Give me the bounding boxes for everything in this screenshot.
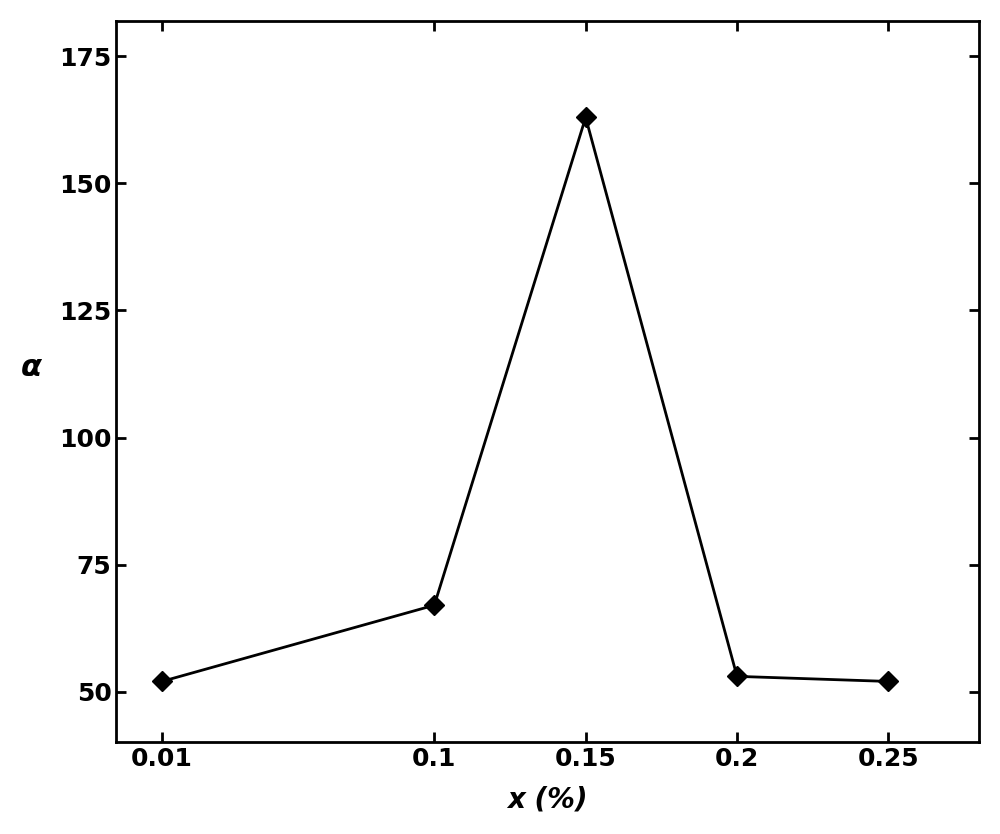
X-axis label: x (%): x (%) [508, 785, 588, 813]
Y-axis label: α: α [21, 353, 42, 382]
